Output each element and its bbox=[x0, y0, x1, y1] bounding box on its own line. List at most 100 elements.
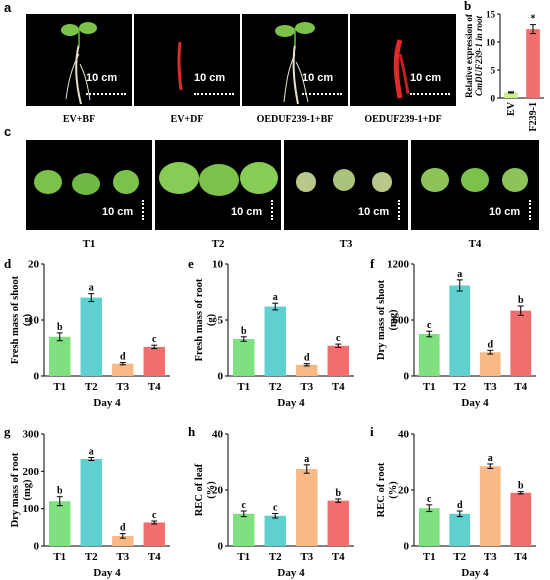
seedling-illustration bbox=[61, 22, 97, 105]
bar bbox=[233, 513, 255, 546]
x-tick-label: T2 bbox=[85, 381, 98, 393]
x-tick-label: T4 bbox=[332, 381, 345, 393]
significance-letter: * bbox=[531, 14, 536, 25]
scale-label: 10 cm bbox=[86, 72, 118, 84]
x-axis-label: Day 4 bbox=[277, 567, 305, 579]
x-tick-label: T3 bbox=[484, 381, 497, 393]
scale-bar bbox=[529, 200, 531, 220]
significance-letter: a bbox=[304, 454, 309, 465]
scale-bar bbox=[86, 93, 126, 95]
y-tick-label: 0 bbox=[404, 541, 410, 553]
y-tick-label: 15 bbox=[486, 10, 496, 20]
y-tick-label: 20 bbox=[212, 485, 224, 497]
y-tick-label: 600 bbox=[393, 315, 410, 327]
bar bbox=[80, 297, 102, 376]
y-axis-label: REC of root bbox=[376, 462, 387, 517]
scale-label: 10 cm bbox=[194, 72, 226, 84]
significance-letter: d bbox=[457, 500, 463, 511]
significance-letter: a bbox=[273, 292, 278, 303]
panel-label-g: g bbox=[4, 424, 11, 439]
x-tick-label: T2 bbox=[453, 551, 466, 563]
y-axis-label: (g) bbox=[22, 313, 33, 326]
bar bbox=[504, 92, 518, 98]
x-tick-label: T3 bbox=[484, 551, 497, 563]
plants-illustration bbox=[159, 162, 278, 196]
x-tick-label: T4 bbox=[514, 551, 527, 563]
photo-ev-df: 10 cm bbox=[134, 14, 240, 106]
significance-letter: c bbox=[242, 500, 247, 511]
y-tick-label: 5 bbox=[218, 315, 224, 327]
bar bbox=[510, 310, 532, 376]
y-tick-label: 300 bbox=[23, 429, 40, 441]
x-tick-label: T1 bbox=[423, 381, 436, 393]
significance-letter: a bbox=[89, 447, 94, 458]
bar bbox=[479, 352, 501, 376]
scale-bar bbox=[410, 93, 450, 95]
scale-bar bbox=[302, 93, 342, 95]
scale-label: 10 cm bbox=[302, 72, 334, 84]
bar bbox=[264, 306, 286, 376]
scale-label: 10 cm bbox=[489, 206, 521, 218]
x-tick-label: T3 bbox=[116, 551, 129, 563]
bar bbox=[112, 363, 134, 376]
x-axis-label: Day 4 bbox=[93, 567, 121, 579]
significance-letter: b bbox=[57, 322, 63, 333]
x-tick-label: T1 bbox=[53, 551, 66, 563]
photo-oe-bf: 10 cm bbox=[242, 14, 348, 106]
scale-label: 10 cm bbox=[102, 206, 134, 218]
x-tick-label: T1 bbox=[237, 381, 250, 393]
y-tick-label: 20 bbox=[28, 259, 40, 271]
y-axis-label: (mg) bbox=[388, 309, 399, 330]
bar bbox=[49, 501, 71, 546]
y-axis-label: Fresh mass of root bbox=[194, 278, 205, 361]
panel-label-e: e bbox=[188, 256, 194, 271]
y-axis-label: CmDUF239-1 in root bbox=[474, 15, 484, 96]
plants-illustration bbox=[34, 170, 139, 195]
bar bbox=[233, 339, 255, 376]
x-tick-label: T1 bbox=[423, 551, 436, 563]
bar bbox=[479, 466, 501, 546]
bar bbox=[296, 364, 318, 376]
bar bbox=[143, 522, 165, 546]
caption-ev-bf: EV+BF bbox=[62, 114, 96, 125]
bar bbox=[264, 515, 286, 546]
fluorescence-illustration bbox=[393, 39, 410, 99]
x-tick-label: T4 bbox=[514, 381, 527, 393]
y-tick-label: 5 bbox=[491, 66, 496, 76]
chart-b: b 0 5 10 15 Relative expression of CmDUF239-1 … bbox=[464, 0, 544, 132]
significance-letter: c bbox=[273, 503, 278, 514]
y-tick-label: 20 bbox=[398, 485, 410, 497]
significance-letter: c bbox=[427, 320, 432, 331]
bar bbox=[112, 535, 134, 546]
photo-t2: 10 cm bbox=[155, 140, 281, 230]
bar bbox=[143, 346, 165, 376]
scale-bar bbox=[194, 93, 234, 95]
photo-oe-df: 10 cm bbox=[350, 14, 456, 106]
y-tick-label: 10 bbox=[486, 38, 496, 48]
significance-letter: c bbox=[427, 494, 432, 505]
photo-t3: 10 cm bbox=[284, 140, 408, 230]
x-tick-label: T4 bbox=[332, 551, 345, 563]
bar bbox=[418, 334, 440, 376]
y-tick-label: 0 bbox=[404, 371, 410, 383]
panel-label-b: b bbox=[464, 0, 471, 13]
seedling-illustration bbox=[275, 22, 315, 105]
significance-letter: b bbox=[241, 326, 247, 337]
significance-letter: d bbox=[487, 339, 493, 350]
caption-ev-df: EV+DF bbox=[170, 114, 204, 125]
significance-letter: a bbox=[89, 283, 94, 294]
y-tick-label: 1200 bbox=[387, 259, 410, 271]
significance-letter: c bbox=[152, 510, 157, 521]
y-axis-label: REC of leaf bbox=[194, 463, 205, 516]
x-tick-label: T2 bbox=[269, 381, 282, 393]
chart-i: i 0 20 40 REC of root (%) c T1 d T2 a T3 b T4 Day 4 bbox=[370, 424, 536, 579]
scale-label: 10 cm bbox=[231, 206, 263, 218]
x-tick-label: T4 bbox=[148, 551, 161, 563]
bar bbox=[49, 336, 71, 376]
y-tick-label: 10 bbox=[212, 259, 224, 271]
significance-letter: d bbox=[120, 352, 126, 363]
x-axis-label: Day 4 bbox=[93, 397, 121, 409]
x-tick-label: T1 bbox=[237, 551, 250, 563]
